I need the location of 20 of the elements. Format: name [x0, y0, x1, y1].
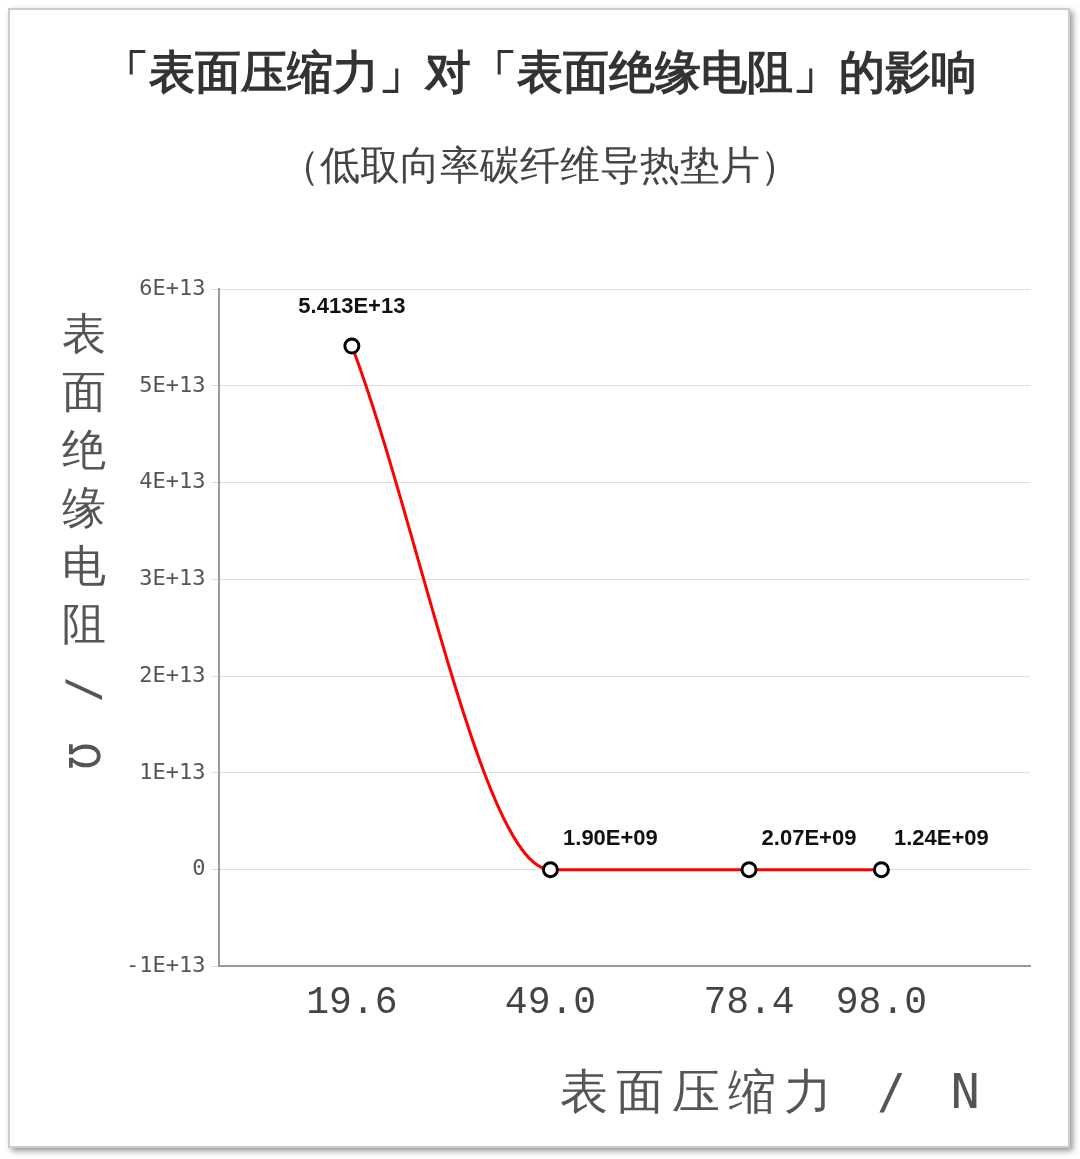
y-tick-label: 6E+13	[139, 274, 206, 300]
y-tick-label: 5E+13	[139, 371, 206, 397]
chart-title: 「表面压缩力」对「表面绝缘电阻」的影响	[102, 44, 978, 101]
y-tick-label: -1E+13	[125, 952, 206, 978]
y-tick-label: 1E+13	[139, 758, 206, 784]
chart-subtitle: （低取向率碳纤维导热垫片）	[279, 141, 801, 190]
y-axis-title: 表面绝缘电阻 / Ω	[58, 307, 111, 772]
data-label: 5.413E+13	[298, 293, 406, 319]
x-tick-label: 78.4	[703, 981, 795, 1025]
y-tick-label: 0	[192, 855, 206, 881]
x-axis-title: 表面压缩力 / N	[560, 1062, 988, 1121]
x-tick-label: 98.0	[835, 981, 928, 1025]
x-tick-label: 19.6	[306, 981, 398, 1025]
y-tick-label: 3E+13	[139, 565, 206, 591]
y-tick-label: 4E+13	[139, 468, 206, 494]
x-tick-label: 49.0	[504, 981, 597, 1025]
data-label: 2.07E+09	[761, 824, 857, 850]
data-label: 1.24E+09	[894, 824, 989, 850]
y-tick-label: 2E+13	[139, 661, 206, 687]
data-label: 1.90E+09	[563, 824, 658, 850]
